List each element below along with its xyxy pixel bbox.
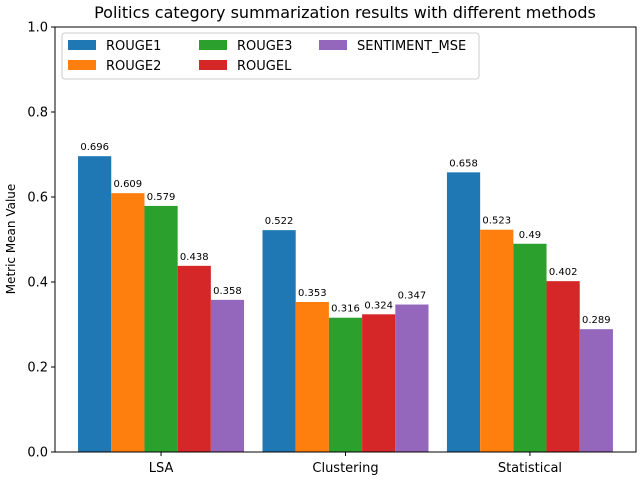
legend-entry: ROUGE2 — [106, 59, 161, 74]
bar — [579, 329, 613, 452]
legend-swatch — [68, 40, 96, 50]
bar-value-label: 0.358 — [213, 286, 242, 297]
bar-value-label: 0.522 — [265, 216, 294, 227]
x-tick-label: Statistical — [498, 461, 562, 476]
y-tick-label: 0.4 — [27, 276, 48, 291]
legend-swatch — [319, 40, 347, 50]
x-tick-label: Clustering — [312, 461, 378, 476]
y-axis-label: Metric Mean Value — [4, 184, 18, 295]
legend-entry: SENTIMENT_MSE — [357, 39, 466, 54]
bar — [144, 205, 178, 452]
y-tick-label: 0.0 — [27, 446, 48, 461]
legend: ROUGE1 ROUGE2 ROUGE3 ROUGEL SENTIMENT_MSE — [61, 32, 480, 80]
y-tick-label: 0.8 — [27, 106, 48, 121]
bar-value-label: 0.523 — [482, 216, 511, 227]
bar — [362, 314, 396, 452]
bar — [177, 265, 211, 452]
bar — [295, 301, 329, 452]
bar-value-label: 0.438 — [180, 252, 209, 263]
chart-title: Politics category summarization results … — [94, 3, 596, 22]
legend-frame — [61, 32, 480, 80]
legend-swatch — [199, 60, 227, 70]
legend-entry: ROUGE1 — [106, 39, 161, 54]
x-tick-label: LSA — [149, 461, 174, 476]
bar-value-label: 0.324 — [364, 300, 393, 311]
bar-value-label: 0.49 — [519, 230, 541, 241]
y-tick-label: 1.0 — [27, 21, 48, 36]
legend-entry: ROUGEL — [237, 59, 292, 74]
bar — [480, 229, 514, 452]
bar-value-label: 0.353 — [298, 288, 327, 299]
legend-swatch — [199, 40, 227, 50]
plot-area: 0.696 0.522 0.658 0.609 0.353 0.523 0.579 0.316… — [27, 21, 637, 476]
bar — [446, 172, 481, 452]
bar-value-label: 0.316 — [331, 304, 360, 315]
legend-entry: ROUGE3 — [237, 39, 292, 54]
bar-value-label: 0.658 — [449, 158, 478, 169]
y-tick-label: 0.2 — [27, 361, 48, 376]
bar-value-label: 0.347 — [398, 291, 427, 302]
bar-value-label: 0.696 — [80, 142, 109, 153]
bar — [546, 281, 580, 452]
bar — [513, 243, 547, 452]
bar — [210, 299, 245, 452]
bar — [262, 230, 296, 452]
bar-value-label: 0.289 — [582, 315, 611, 326]
bar — [395, 304, 429, 452]
bar-value-label: 0.579 — [147, 192, 176, 203]
bar-value-label: 0.402 — [549, 267, 578, 278]
bar — [328, 317, 363, 452]
bar — [111, 193, 145, 453]
bar — [78, 156, 112, 452]
y-tick-label: 0.6 — [27, 191, 48, 206]
bar-value-label: 0.609 — [114, 179, 143, 190]
legend-swatch — [68, 60, 96, 70]
